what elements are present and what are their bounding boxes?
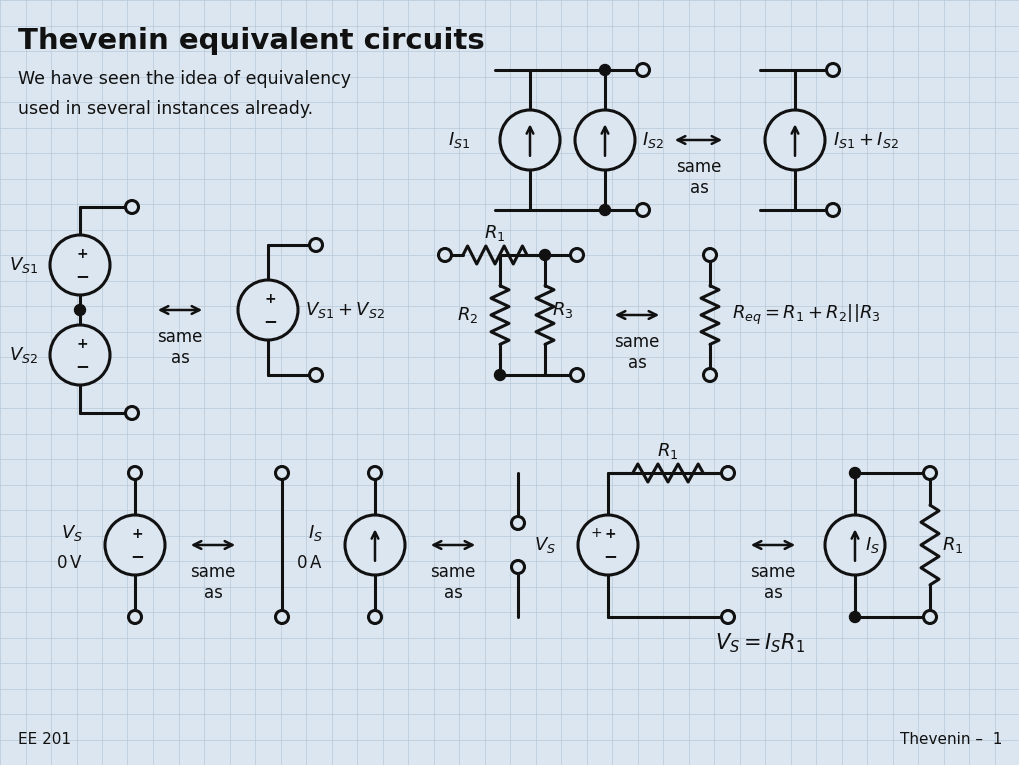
Text: same
as: same as xyxy=(157,328,203,366)
Circle shape xyxy=(50,235,110,295)
Circle shape xyxy=(494,369,505,380)
Text: $V_S = I_S R_1$: $V_S = I_S R_1$ xyxy=(714,631,804,655)
Circle shape xyxy=(825,203,839,216)
Text: same
as: same as xyxy=(191,563,235,602)
Text: $R_3$: $R_3$ xyxy=(551,300,573,320)
Circle shape xyxy=(720,467,734,480)
Text: $V_S$: $V_S$ xyxy=(534,535,555,555)
Text: $R_2$: $R_2$ xyxy=(457,305,478,325)
Circle shape xyxy=(275,610,288,623)
Circle shape xyxy=(703,249,715,262)
Text: $I_{S1}+I_{S2}$: $I_{S1}+I_{S2}$ xyxy=(833,130,898,150)
Text: same
as: same as xyxy=(676,158,721,197)
Circle shape xyxy=(309,369,322,382)
Circle shape xyxy=(237,280,298,340)
Text: $I_{S2}$: $I_{S2}$ xyxy=(641,130,663,150)
Circle shape xyxy=(511,561,524,574)
Circle shape xyxy=(125,406,139,419)
Circle shape xyxy=(575,110,635,170)
Text: same
as: same as xyxy=(430,563,475,602)
Circle shape xyxy=(125,200,139,213)
Circle shape xyxy=(74,304,86,315)
Text: $V_{S1}+V_{S2}$: $V_{S1}+V_{S2}$ xyxy=(305,300,384,320)
Text: Thevenin –  1: Thevenin – 1 xyxy=(899,732,1001,747)
Circle shape xyxy=(50,325,110,385)
Circle shape xyxy=(539,249,550,261)
Circle shape xyxy=(499,110,559,170)
Circle shape xyxy=(344,515,405,575)
Circle shape xyxy=(128,610,142,623)
Text: $V_S$: $V_S$ xyxy=(61,523,83,543)
Text: used in several instances already.: used in several instances already. xyxy=(18,100,313,118)
Text: −: − xyxy=(75,357,89,375)
Circle shape xyxy=(578,515,637,575)
Circle shape xyxy=(825,63,839,76)
Text: $R_{eq} = R_1 + R_2||R_3$: $R_{eq} = R_1 + R_2||R_3$ xyxy=(732,303,879,327)
Text: $0\,\mathrm{V}$: $0\,\mathrm{V}$ xyxy=(56,554,83,572)
Text: Thevenin equivalent circuits: Thevenin equivalent circuits xyxy=(18,27,484,55)
Circle shape xyxy=(824,515,884,575)
Text: +: + xyxy=(603,527,615,541)
Circle shape xyxy=(599,64,610,76)
Text: $I_S$: $I_S$ xyxy=(308,523,323,543)
Circle shape xyxy=(922,467,935,480)
Circle shape xyxy=(720,610,734,623)
Text: $V_{S2}$: $V_{S2}$ xyxy=(9,345,38,365)
Text: −: − xyxy=(75,267,89,285)
Text: $V_{S1}$: $V_{S1}$ xyxy=(9,255,38,275)
Text: $R_1$: $R_1$ xyxy=(484,223,505,243)
Text: $0\,\mathrm{A}$: $0\,\mathrm{A}$ xyxy=(297,554,323,572)
Text: $I_{S1}$: $I_{S1}$ xyxy=(447,130,470,150)
Circle shape xyxy=(368,610,381,623)
Circle shape xyxy=(764,110,824,170)
Text: same
as: same as xyxy=(613,333,659,372)
Text: −: − xyxy=(602,547,616,565)
Text: +: + xyxy=(131,527,143,541)
Circle shape xyxy=(570,249,583,262)
Text: We have seen the idea of equivalency: We have seen the idea of equivalency xyxy=(18,70,351,88)
Circle shape xyxy=(922,610,935,623)
Circle shape xyxy=(703,369,715,382)
Circle shape xyxy=(636,63,649,76)
Circle shape xyxy=(636,203,649,216)
Circle shape xyxy=(599,204,610,216)
Circle shape xyxy=(309,239,322,252)
Text: +: + xyxy=(76,337,88,351)
Text: +: + xyxy=(264,292,275,306)
Text: $R_1$: $R_1$ xyxy=(656,441,678,461)
Text: $+$: $+$ xyxy=(589,526,601,540)
Circle shape xyxy=(128,467,142,480)
Circle shape xyxy=(368,467,381,480)
Text: −: − xyxy=(130,547,144,565)
Circle shape xyxy=(511,516,524,529)
Circle shape xyxy=(105,515,165,575)
Circle shape xyxy=(275,467,288,480)
Text: same
as: same as xyxy=(750,563,795,602)
Text: $R_1$: $R_1$ xyxy=(942,535,962,555)
Circle shape xyxy=(570,369,583,382)
Text: EE 201: EE 201 xyxy=(18,732,71,747)
Text: $I_S$: $I_S$ xyxy=(864,535,879,555)
Text: −: − xyxy=(263,312,277,330)
Circle shape xyxy=(849,611,860,623)
Circle shape xyxy=(849,467,860,478)
Text: +: + xyxy=(76,247,88,261)
Circle shape xyxy=(438,249,451,262)
